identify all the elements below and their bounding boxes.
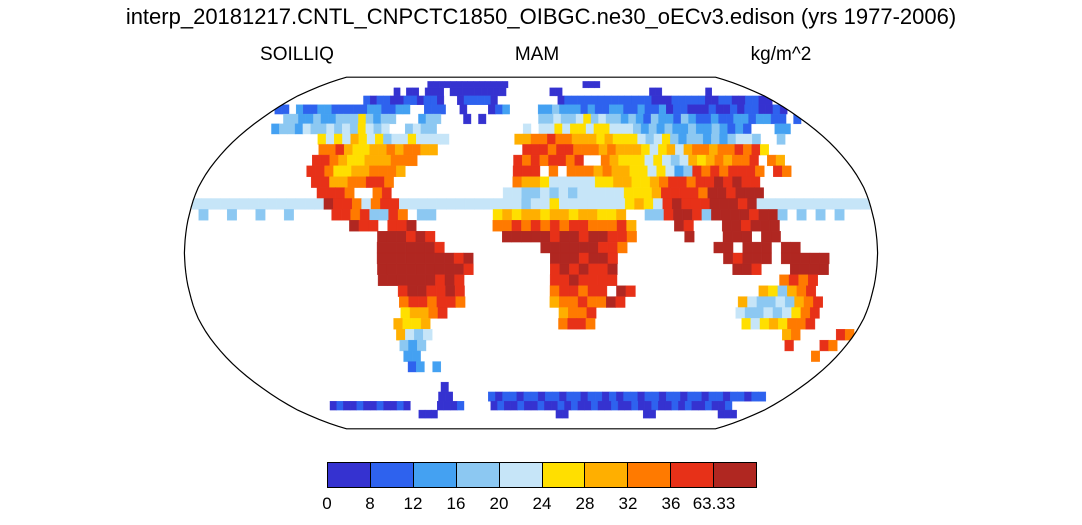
- field-label: SOILLIQ: [260, 44, 334, 65]
- units-label: kg/m^2: [750, 44, 812, 65]
- colorbar-tick-label: 0: [322, 494, 332, 513]
- colorbar-tick-label: 32: [618, 494, 638, 513]
- colorbar-tick-label: 8: [365, 494, 375, 513]
- map-cells: [191, 81, 871, 419]
- colorbar-swatch-6: [585, 463, 629, 487]
- map-outline: [183, 76, 879, 430]
- colorbar-swatch-5: [542, 463, 586, 487]
- colorbar-tick-label: 63.33: [692, 494, 736, 513]
- colorbar: [327, 462, 757, 488]
- colorbar-swatch-1: [370, 463, 414, 487]
- season-label: MAM: [514, 44, 560, 65]
- colorbar-swatch-9: [714, 463, 757, 487]
- colorbar-swatch-3: [456, 463, 500, 487]
- colorbar-tick-label: 28: [575, 494, 595, 513]
- colorbar-swatch-8: [671, 463, 715, 487]
- colorbar-tick-label: 16: [446, 494, 466, 513]
- colorbar-swatch-2: [413, 463, 457, 487]
- colorbar-tick-label: 36: [661, 494, 681, 513]
- colorbar-tick-label: 24: [532, 494, 552, 513]
- colorbar-tick-label: 12: [403, 494, 423, 513]
- colorbar-swatch-4: [499, 463, 543, 487]
- colorbar-tick-label: 20: [489, 494, 509, 513]
- colorbar-swatch-7: [628, 463, 672, 487]
- colorbar-tick-labels: 0 8 12 16 20 24 28 32 36 63.33: [0, 494, 1082, 516]
- plot-title: interp_20181217.CNTL_CNPCTC1850_OIBGC.ne…: [125, 4, 957, 29]
- colorbar-swatch-0: [328, 463, 371, 487]
